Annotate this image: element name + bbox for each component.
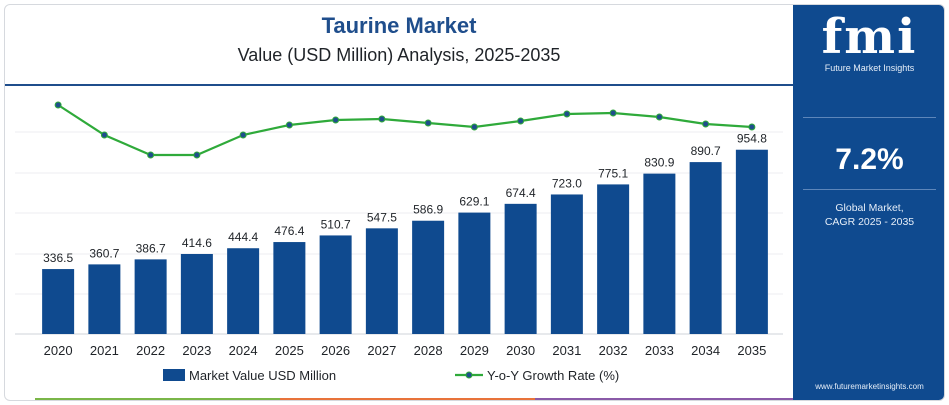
bar — [273, 242, 306, 334]
website-link[interactable]: www.futuremarketinsights.com — [815, 382, 924, 391]
bar — [134, 259, 167, 334]
cagr-label: Global Market, CAGR 2025 - 2035 — [793, 201, 944, 229]
x-tick-label: 2026 — [321, 343, 350, 358]
bar — [42, 269, 75, 334]
bar-line-chart: 336.5 2020 360.7 2021 386.7 2022 414.6 2023 444.… — [15, 101, 783, 383]
growth-point — [424, 119, 432, 127]
bar-value-label: 830.9 — [644, 156, 674, 170]
growth-line — [57, 104, 752, 157]
chart-card: Taurine Market Value (USD Million) Analy… — [4, 4, 945, 401]
logo-mark: fmi — [821, 9, 918, 65]
fmi-logo: fmi Future Market Insights — [793, 9, 944, 73]
x-tick-label: 2031 — [552, 343, 581, 358]
footer-accent-orange — [280, 398, 535, 400]
footer-accent-green — [35, 398, 280, 400]
x-tick-label: 2027 — [367, 343, 396, 358]
bar — [458, 212, 491, 334]
legend-label-bars: Market Value USD Million — [189, 368, 336, 383]
bar — [412, 220, 445, 334]
footer-accent-purple — [535, 398, 793, 400]
bar-value-label: 336.5 — [43, 251, 73, 265]
bar-value-label: 775.1 — [598, 166, 628, 180]
bar-value-label: 954.8 — [737, 132, 767, 146]
bar-value-label: 890.7 — [691, 144, 721, 158]
bar-value-label: 723.0 — [552, 176, 582, 190]
sidebar-divider — [803, 117, 936, 118]
x-tick-label: 2029 — [460, 343, 489, 358]
bar-value-label: 547.5 — [367, 210, 397, 224]
growth-point — [609, 109, 617, 117]
growth-point — [748, 123, 756, 131]
x-tick-label: 2024 — [229, 343, 258, 358]
growth-point — [563, 110, 571, 118]
legend-marker-line — [465, 371, 473, 379]
bar — [643, 173, 676, 334]
growth-point — [378, 115, 386, 123]
cagr-label-line1: Global Market, — [835, 202, 904, 214]
growth-point — [470, 123, 478, 131]
cagr-value: 7.2% — [835, 143, 904, 176]
growth-point — [239, 131, 247, 139]
bar — [689, 162, 722, 334]
bar-value-label: 360.7 — [89, 246, 119, 260]
title-rule — [5, 84, 793, 86]
growth-point — [193, 151, 201, 159]
bar — [735, 149, 768, 334]
bar — [319, 235, 352, 334]
legend-swatch-bars — [163, 369, 185, 381]
growth-point — [332, 116, 340, 124]
x-tick-label: 2028 — [414, 343, 443, 358]
growth-point — [100, 131, 108, 139]
x-tick-label: 2035 — [737, 343, 766, 358]
growth-point — [655, 113, 663, 121]
cagr-label-line2: CAGR 2025 - 2035 — [824, 216, 915, 228]
bar — [365, 228, 398, 334]
chart-title: Taurine Market — [321, 13, 477, 38]
growth-point — [517, 117, 525, 125]
sidebar-panel: fmi Future Market Insights 7.2% Global M… — [793, 5, 944, 400]
bar — [88, 264, 121, 334]
chart-subtitle: Value (USD Million) Analysis, 2025-2035 — [237, 45, 561, 65]
bar — [504, 203, 537, 334]
bar-value-label: 629.1 — [459, 195, 489, 209]
bar-value-label: 386.7 — [136, 241, 166, 255]
bar-value-label: 674.4 — [506, 186, 536, 200]
bar-value-label: 476.4 — [274, 224, 304, 238]
x-tick-label: 2021 — [90, 343, 119, 358]
sidebar-divider — [803, 189, 936, 190]
logo-subtitle: Future Market Insights — [824, 63, 915, 73]
bar — [227, 248, 260, 334]
x-tick-label: 2022 — [136, 343, 165, 358]
bar-value-label: 414.6 — [182, 236, 212, 250]
bar — [597, 184, 630, 334]
x-tick-label: 2034 — [691, 343, 720, 358]
growth-point — [147, 151, 155, 159]
growth-point — [285, 121, 293, 129]
growth-point — [702, 120, 710, 128]
bar-value-label: 510.7 — [321, 217, 351, 231]
x-tick-label: 2030 — [506, 343, 535, 358]
x-tick-label: 2032 — [599, 343, 628, 358]
legend-label-line: Y-o-Y Growth Rate (%) — [487, 368, 619, 383]
bar — [550, 194, 583, 334]
x-tick-label: 2025 — [275, 343, 304, 358]
x-tick-label: 2020 — [44, 343, 73, 358]
x-tick-label: 2033 — [645, 343, 674, 358]
bar-value-label: 444.4 — [228, 230, 258, 244]
x-tick-label: 2023 — [182, 343, 211, 358]
bar-value-label: 586.9 — [413, 203, 443, 217]
bar — [180, 253, 213, 334]
growth-point — [54, 101, 62, 109]
